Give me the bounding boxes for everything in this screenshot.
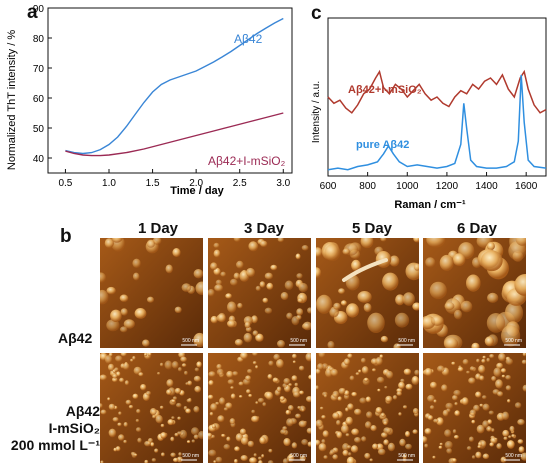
chart-a-ytick-label: 80: [33, 34, 45, 45]
afm-image-r1-c1: 500 nm: [100, 238, 203, 348]
chart-a-xtick-label: 3.0: [276, 178, 290, 189]
chart-a-frame: [47, 7, 293, 174]
chart-a-ytick-label: 60: [33, 94, 45, 105]
chart-c-series-line-2: [327, 74, 547, 171]
panel-b-letter: b: [60, 226, 72, 247]
chart-a-ytick-label: 50: [33, 124, 45, 135]
series-label-pure-abeta42: pure Aβ42: [356, 139, 409, 151]
afm-image-r1-c3: 500 nm: [316, 238, 419, 348]
chart-a-xtick-label: 0.5: [58, 178, 72, 189]
afm-col-label-3: 5 Day: [352, 220, 393, 237]
panel-c-letter: c: [311, 3, 322, 24]
afm-row-label-2-line-1: Aβ42: [65, 403, 100, 419]
scale-bar-label: 500 nm: [505, 453, 522, 459]
chart-a-xtick-label: 1.5: [146, 178, 160, 189]
chart-c-ylabel: Intensity / a.u.: [311, 81, 322, 143]
chart-c-xtick-label: 1400: [475, 181, 498, 192]
panel-a-letter: a: [27, 2, 38, 23]
afm-image-background: [208, 238, 311, 348]
afm-image-background: [100, 238, 203, 348]
scale-bar-label: 500 nm: [290, 453, 307, 459]
afm-row-label-2: Aβ42 I-mSiO₂ 200 mmol L⁻¹: [2, 403, 100, 454]
chart-c-lines: [327, 69, 547, 171]
series-label-abeta42: Aβ42: [234, 32, 263, 46]
afm-col-label-4: 6 Day: [457, 220, 498, 237]
chart-a-series-line-2: [65, 112, 284, 157]
scale-bar-label: 500 nm: [398, 338, 415, 344]
scale-bar-label: 500 nm: [182, 338, 199, 344]
chart-a-ytick-label: 40: [33, 154, 45, 165]
afm-image-r1-c4: 500 nm: [423, 238, 526, 348]
chart-c-xtick-label: 600: [320, 181, 337, 192]
afm-col-label-2: 3 Day: [244, 220, 285, 237]
series-label-abeta42-imsio2-raman: Aβ42+I-mSiO₂: [348, 84, 422, 96]
chart-c-series-line-1: [327, 69, 547, 114]
chart-c-xtick-label: 1600: [515, 181, 538, 192]
afm-image-r2-c3: 500 nm: [316, 353, 419, 463]
scale-bar-label: 500 nm: [398, 453, 415, 459]
afm-image-r1-c2: 500 nm: [208, 238, 311, 348]
scale-bar-label: 500 nm: [505, 338, 522, 344]
chart-a-xlabel: Time / day: [170, 185, 224, 197]
afm-col-label-1: 1 Day: [138, 220, 179, 237]
chart-c: 600 800 1000 1200 1400 1600 Intensity / a.u. …: [311, 17, 547, 211]
chart-c-ticks: 600 800 1000 1200 1400 1600: [320, 172, 538, 192]
chart-c-xtick-label: 1000: [396, 181, 419, 192]
afm-row-label-2-line-3: 200 mmol L⁻¹: [10, 437, 100, 453]
chart-a-xtick-label: 2.0: [189, 178, 203, 189]
chart-a-xtick-label: 2.5: [233, 178, 247, 189]
afm-image-r2-c4: 500 nm: [423, 353, 526, 463]
afm-image-r2-c2: 500 nm: [208, 353, 311, 463]
afm-image-r2-c1: 500 nm: [100, 353, 203, 463]
chart-a-ytick-label: 90: [33, 4, 45, 15]
chart-a-ticks: 0.5 1.0 1.5 2.0 2.5 3.0 40 50 60 70 80 90: [33, 4, 291, 189]
scale-bar-label: 500 nm: [182, 453, 199, 459]
chart-a-series-line-1: [65, 17, 284, 155]
afm-row-label-1: Aβ42: [58, 330, 92, 346]
chart-c-xtick-label: 800: [359, 181, 376, 192]
series-label-abeta42-imsio2: Aβ42+I-mSiO₂: [208, 154, 286, 168]
afm-image-grid: 500 nm 500 nm 500 nm 500 nm 500 nm 500 nm 500 …: [100, 238, 526, 463]
chart-a: 0.5 1.0 1.5 2.0 2.5 3.0 40 50 60 70 80 90 Normalize…: [6, 4, 293, 197]
chart-a-lines: [65, 17, 284, 157]
chart-c-xlabel: Raman / cm⁻¹: [394, 199, 466, 211]
chart-a-ylabel: Normalized ThT intensity / %: [6, 30, 18, 170]
chart-a-xtick-label: 1.0: [102, 178, 116, 189]
chart-a-ytick-label: 70: [33, 64, 45, 75]
scale-bar-label: 500 nm: [290, 338, 307, 344]
afm-row-label-2-line-2: I-mSiO₂: [48, 420, 100, 436]
afm-row-label-1-line-1: Aβ42: [58, 330, 93, 346]
chart-c-xtick-label: 1200: [436, 181, 459, 192]
